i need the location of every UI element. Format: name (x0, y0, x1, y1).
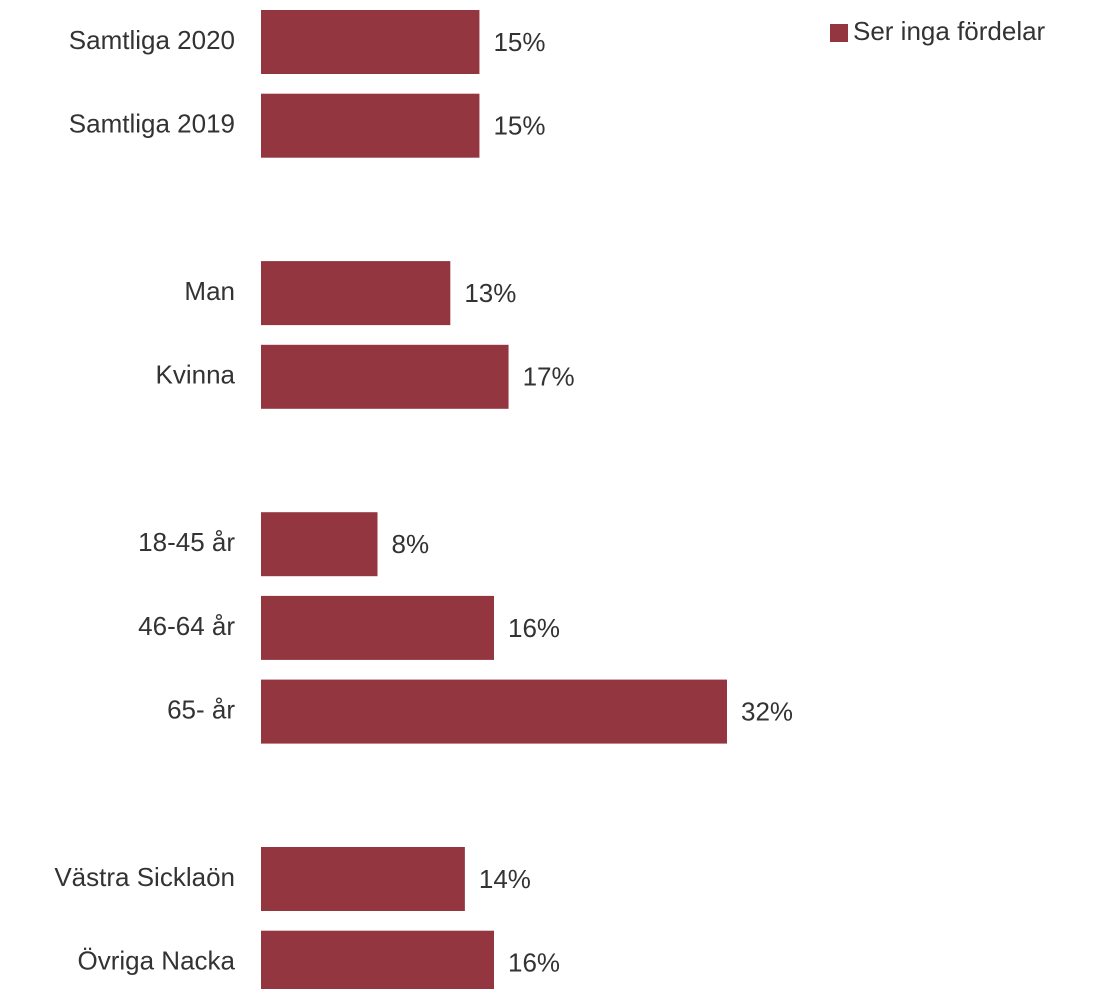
legend-swatch (830, 24, 848, 42)
bar (261, 595, 494, 660)
bar (261, 344, 509, 409)
bar (261, 679, 727, 744)
y-tick-label: Övriga Nacka (78, 946, 236, 976)
data-label: 15% (493, 111, 545, 141)
legend-label: Ser inga fördelar (853, 16, 1046, 46)
data-label: 14% (479, 864, 531, 894)
bar (261, 930, 494, 989)
bar (261, 512, 378, 577)
y-tick-label: Man (184, 276, 235, 306)
bar (261, 93, 480, 158)
data-label: 16% (508, 948, 560, 978)
y-tick-label: 46-64 år (138, 611, 235, 641)
data-label: 17% (523, 362, 575, 392)
y-tick-label: Samtliga 2019 (69, 109, 235, 139)
bar (261, 847, 465, 911)
y-tick-label: Kvinna (156, 360, 236, 390)
bar (261, 261, 451, 326)
data-label: 13% (464, 278, 516, 308)
y-tick-label: 18-45 år (138, 527, 235, 557)
y-tick-label: Västra Sicklaön (54, 862, 235, 892)
data-label: 16% (508, 613, 560, 643)
data-label: 8% (392, 529, 430, 559)
y-tick-label: 65- år (167, 694, 235, 724)
y-tick-label: Samtliga 2020 (69, 25, 235, 55)
data-label: 15% (493, 27, 545, 57)
bar (261, 10, 480, 74)
data-label: 32% (741, 696, 793, 726)
